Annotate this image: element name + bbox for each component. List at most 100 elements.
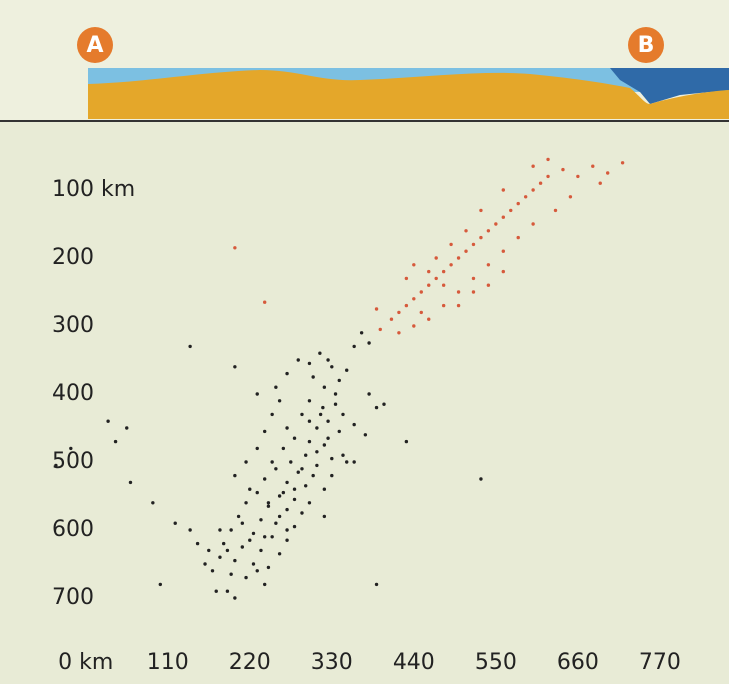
data-point <box>427 270 430 273</box>
data-point <box>278 399 281 402</box>
data-point <box>274 386 277 389</box>
data-point <box>278 515 281 518</box>
data-point <box>267 566 270 569</box>
data-point <box>330 457 333 460</box>
data-point <box>226 549 229 552</box>
data-point <box>338 430 341 433</box>
data-point <box>531 222 534 225</box>
data-point <box>311 474 314 477</box>
data-point <box>114 440 117 443</box>
data-point <box>270 460 273 463</box>
data-point <box>434 256 437 259</box>
data-point <box>293 437 296 440</box>
data-point <box>285 372 288 375</box>
data-point <box>502 250 505 253</box>
data-point <box>218 556 221 559</box>
data-point <box>367 392 370 395</box>
data-point <box>364 433 367 436</box>
data-point <box>449 243 452 246</box>
data-point <box>472 243 475 246</box>
data-point <box>229 528 232 531</box>
data-point <box>487 284 490 287</box>
data-point <box>263 535 266 538</box>
data-point <box>229 573 232 576</box>
data-point <box>318 352 321 355</box>
data-point <box>308 362 311 365</box>
data-point <box>263 430 266 433</box>
data-point <box>315 450 318 453</box>
data-point <box>293 525 296 528</box>
data-point <box>304 484 307 487</box>
data-point <box>289 460 292 463</box>
data-point <box>345 460 348 463</box>
data-point <box>420 311 423 314</box>
data-point <box>487 263 490 266</box>
data-point <box>203 562 206 565</box>
data-point <box>323 488 326 491</box>
x-tick-label: 220 <box>229 650 271 675</box>
data-point <box>263 301 266 304</box>
data-point <box>599 182 602 185</box>
data-point <box>300 511 303 514</box>
data-point <box>226 590 229 593</box>
data-point <box>405 304 408 307</box>
y-tick-label: 300 <box>52 313 94 338</box>
data-point <box>308 501 311 504</box>
data-point <box>129 481 132 484</box>
data-point <box>334 392 337 395</box>
data-point <box>479 236 482 239</box>
data-point <box>345 369 348 372</box>
data-point <box>569 195 572 198</box>
data-point <box>412 263 415 266</box>
data-point <box>300 413 303 416</box>
data-point <box>457 256 460 259</box>
data-point <box>233 474 236 477</box>
data-point <box>326 420 329 423</box>
y-tick-label: 700 <box>52 585 94 610</box>
data-point <box>494 222 497 225</box>
data-point <box>174 522 177 525</box>
data-point <box>576 175 579 178</box>
x-tick-label: 440 <box>393 650 435 675</box>
data-point <box>382 403 385 406</box>
data-point <box>390 318 393 321</box>
data-point <box>326 358 329 361</box>
data-point <box>621 161 624 164</box>
data-point <box>509 209 512 212</box>
data-point <box>502 188 505 191</box>
data-point <box>457 290 460 293</box>
y-tick-label: 600 <box>52 517 94 542</box>
data-point <box>282 491 285 494</box>
data-point <box>319 413 322 416</box>
data-point <box>248 539 251 542</box>
point-b-label: B <box>638 33 655 58</box>
data-point <box>274 522 277 525</box>
data-point <box>352 423 355 426</box>
data-point <box>270 535 273 538</box>
data-point <box>188 528 191 531</box>
data-point <box>274 467 277 470</box>
data-point <box>106 420 109 423</box>
data-point <box>487 229 490 232</box>
data-point <box>222 542 225 545</box>
data-point <box>293 498 296 501</box>
page: {"chart_data": { "type": "scatter", "pro… <box>0 0 729 684</box>
data-point <box>375 406 378 409</box>
data-point <box>442 284 445 287</box>
data-point <box>315 464 318 467</box>
data-point <box>334 403 337 406</box>
x-tick-label: 330 <box>311 650 353 675</box>
data-point <box>472 277 475 280</box>
data-point <box>69 447 72 450</box>
data-point <box>215 590 218 593</box>
data-point <box>151 501 154 504</box>
data-point <box>270 413 273 416</box>
data-point <box>207 549 210 552</box>
data-point <box>263 477 266 480</box>
data-point <box>546 158 549 161</box>
data-point <box>233 596 236 599</box>
data-point <box>472 290 475 293</box>
data-point <box>375 583 378 586</box>
data-point <box>248 488 251 491</box>
data-point <box>464 250 467 253</box>
